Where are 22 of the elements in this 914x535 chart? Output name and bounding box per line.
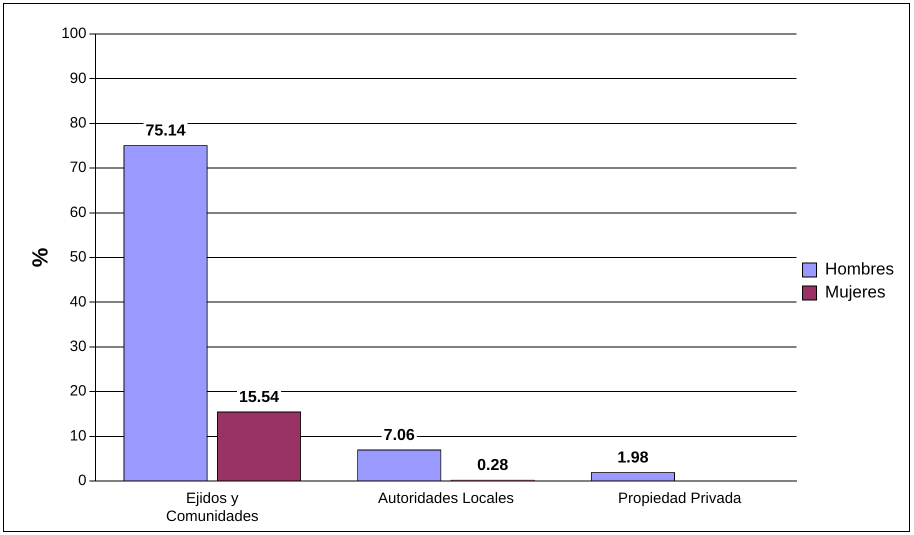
legend-label: Hombres [825, 260, 894, 279]
y-tick-label: 10 [70, 427, 86, 444]
data-label: 15.54 [238, 388, 280, 406]
y-tick-label: 100 [61, 25, 86, 42]
y-tick-label: 20 [70, 382, 86, 400]
y-tick-label: 0 [78, 472, 86, 490]
x-tick-label: Propiedad Privada [618, 490, 742, 508]
data-label: 0.28 [477, 457, 508, 474]
y-tick-label: 70 [70, 159, 86, 176]
y-tick-label: 40 [70, 293, 86, 310]
legend-label: Mujeres [825, 282, 886, 302]
y-tick-label: 30 [70, 338, 86, 356]
x-tick-label: Ejidos y Comunidades [166, 490, 259, 526]
y-tick-label: 80 [70, 114, 86, 132]
data-label: 1.98 [617, 450, 649, 467]
data-label: 75.14 [146, 122, 186, 140]
y-tick-label: 60 [70, 204, 86, 221]
data-label: 7.06 [384, 426, 415, 444]
y-axis-title: % [27, 248, 52, 268]
y-tick-label: 50 [70, 248, 86, 266]
x-tick-label: Autoridades Locales [378, 490, 514, 508]
y-tick-label: 90 [70, 70, 86, 87]
